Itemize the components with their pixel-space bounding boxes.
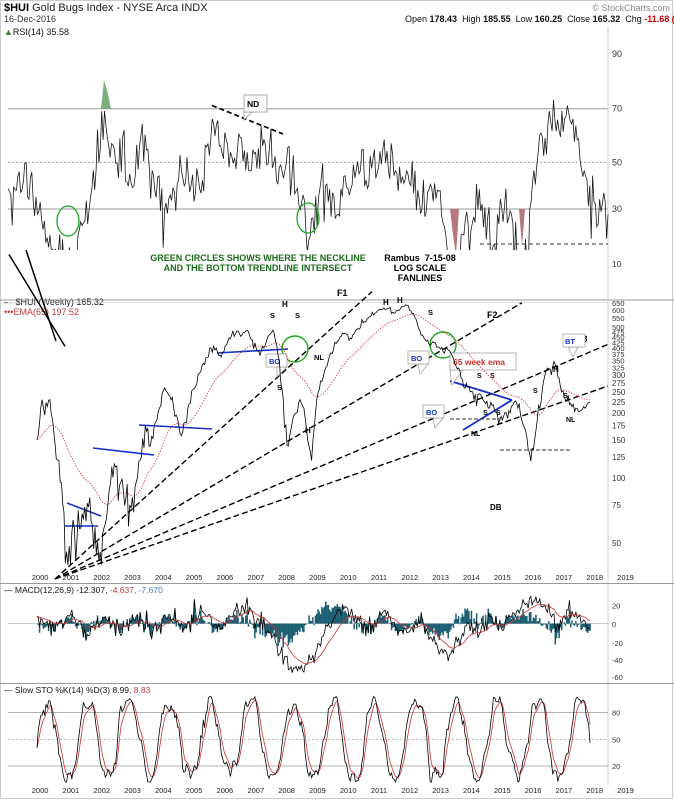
svg-text:0: 0: [612, 620, 616, 629]
svg-text:-20: -20: [612, 639, 623, 648]
svg-text:225: 225: [612, 398, 626, 407]
svg-text:200: 200: [612, 409, 626, 418]
svg-text:150: 150: [612, 436, 626, 445]
svg-text:ND: ND: [247, 99, 259, 109]
svg-text:BO: BO: [411, 354, 422, 363]
svg-text:10: 10: [612, 259, 622, 269]
svg-text:F1: F1: [337, 288, 348, 298]
svg-text:NL: NL: [471, 431, 481, 438]
svg-text:90: 90: [612, 49, 622, 59]
svg-text:BT: BT: [565, 337, 575, 346]
svg-text:70: 70: [612, 104, 622, 114]
svg-text:50: 50: [612, 157, 622, 167]
svg-text:H: H: [282, 300, 288, 309]
svg-text:30: 30: [612, 204, 622, 214]
svg-text:S: S: [477, 373, 482, 380]
svg-text:NL: NL: [566, 417, 576, 424]
svg-text:100: 100: [612, 474, 626, 483]
svg-text:275: 275: [612, 379, 626, 388]
svg-text:NL: NL: [314, 353, 324, 362]
svg-text:-60: -60: [612, 673, 623, 682]
svg-text:175: 175: [612, 422, 626, 431]
svg-text:20: 20: [612, 602, 620, 611]
svg-text:80: 80: [612, 709, 620, 718]
svg-text:50: 50: [612, 539, 621, 548]
svg-text:S: S: [496, 410, 501, 417]
svg-text:S: S: [270, 311, 275, 320]
svg-text:20: 20: [612, 762, 620, 771]
svg-text:H: H: [305, 426, 311, 435]
svg-text:75: 75: [612, 501, 621, 510]
svg-text:S: S: [483, 410, 488, 417]
svg-text:F2: F2: [487, 310, 498, 320]
svg-text:550: 550: [612, 314, 625, 323]
svg-text:BO: BO: [426, 408, 437, 417]
svg-text:250: 250: [612, 388, 626, 397]
svg-text:S: S: [295, 311, 300, 320]
svg-text:50: 50: [612, 735, 620, 744]
svg-text:S: S: [533, 388, 538, 395]
svg-text:H: H: [383, 298, 389, 307]
svg-text:H: H: [397, 296, 403, 305]
svg-text:S: S: [428, 308, 433, 317]
svg-text:DB: DB: [490, 503, 502, 512]
svg-text:-40: -40: [612, 656, 623, 665]
svg-text:125: 125: [612, 453, 626, 462]
